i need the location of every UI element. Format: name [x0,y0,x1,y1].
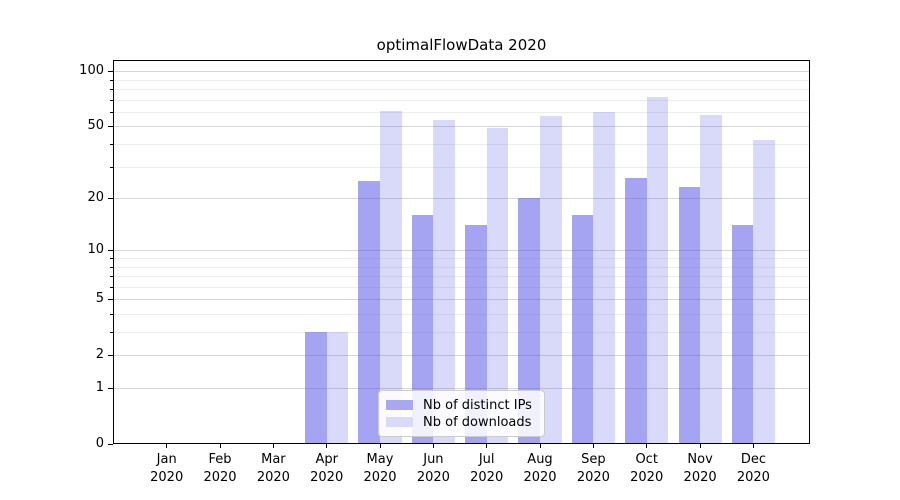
bar-distinct-ips [411,215,434,444]
gridline-minor-7 [113,276,810,277]
y-tick-mark-minor [110,266,113,268]
bar-downloads [593,111,615,444]
gridline-major-2 [113,355,810,357]
x-tick-mark [699,444,701,448]
y-tick-mark [108,250,113,252]
legend-label-distinct-ips: Nb of distinct IPs [423,397,532,413]
y-tick-label: 10 [87,242,104,258]
bar-distinct-ips [465,225,487,444]
gridline-minor-4 [113,314,810,315]
x-tick-mark [166,444,168,448]
y-tick-mark [108,444,113,445]
gridline-minor-30 [113,166,810,168]
y-tick-label: 0 [95,436,104,451]
gridline-major-10 [113,250,810,252]
gridline-minor-6 [113,286,810,288]
x-tick-mark [379,444,381,448]
legend-swatch-downloads [386,417,413,427]
x-tick-label: Oct 2020 [630,452,664,485]
gridline-minor-3 [113,332,810,333]
x-tick-label: Sep 2020 [576,452,610,485]
y-tick-mark [108,71,113,73]
gridline-major-50 [113,126,810,128]
y-tick-mark-minor [110,111,113,113]
y-tick-mark-minor [110,99,113,101]
bar-distinct-ips [571,215,594,444]
gridline-minor-70 [113,99,810,101]
bar-distinct-ips [731,225,754,444]
y-tick-mark-minor [110,314,113,315]
bar-downloads [486,128,509,444]
y-tick-mark [108,198,113,200]
x-tick-mark [432,444,434,448]
bar-downloads [433,120,455,444]
gridline-minor-90 [113,79,810,81]
gridline-minor-80 [113,89,810,90]
bar-distinct-ips [305,332,327,444]
bar-downloads [753,140,775,444]
bar-downloads [380,110,402,444]
x-tick-mark [752,444,754,448]
y-tick-mark-minor [110,286,113,288]
legend-row-distinct-ips: Nb of distinct IPs [386,397,540,413]
y-tick-mark-minor [110,332,113,333]
gridline-minor-9 [113,258,810,259]
y-tick-mark [108,299,113,301]
y-tick-label: 2 [95,347,104,363]
y-tick-mark [108,355,113,357]
x-tick-label: Aug 2020 [523,452,557,485]
gridline-minor-8 [113,266,810,268]
plot-area [113,60,810,444]
x-tick-label: Feb 2020 [203,452,237,485]
legend-row-downloads: Nb of downloads [386,414,540,430]
x-tick-mark [539,444,541,448]
y-tick-label: 20 [87,190,104,206]
x-tick-label: Jun 2020 [416,452,450,485]
y-tick-mark-minor [110,144,113,145]
x-tick-mark [646,444,648,448]
x-tick-label: Jan 2020 [150,452,184,485]
bar-downloads [326,332,349,444]
y-tick-mark-minor [110,79,113,81]
bar-distinct-ips [518,198,540,444]
gridline-major-20 [113,198,810,200]
gridline-major-1 [113,388,810,389]
bar-distinct-ips [678,187,701,444]
bar-downloads [700,114,722,444]
x-tick-label: Mar 2020 [256,452,290,485]
x-tick-mark [486,444,488,448]
y-tick-label: 50 [87,118,104,134]
x-tick-mark [272,444,274,448]
legend-swatch-distinct-ips [386,400,413,410]
gridline-minor-60 [113,111,810,113]
x-tick-mark [219,444,221,448]
legend-label-downloads: Nb of downloads [423,414,532,430]
x-tick-mark [592,444,594,448]
gridline-major-5 [113,299,810,301]
bar-distinct-ips [625,177,647,444]
gridline-major-100 [113,71,810,73]
x-tick-mark [326,444,328,448]
y-tick-mark [108,388,113,389]
bar-downloads [646,97,669,444]
x-tick-label: Apr 2020 [310,452,344,485]
y-tick-mark-minor [110,89,113,90]
y-tick-mark-minor [110,276,113,277]
y-tick-mark [108,126,113,128]
y-tick-label: 100 [79,63,104,79]
x-tick-label: Nov 2020 [683,452,717,485]
y-tick-mark-minor [110,166,113,168]
legend: Nb of distinct IPs Nb of downloads [378,390,545,437]
x-tick-label: Dec 2020 [736,452,770,485]
gridline-minor-40 [113,144,810,145]
y-tick-mark-minor [110,258,113,259]
bar-distinct-ips [358,180,380,444]
chart-title: optimalFlowData 2020 [376,36,547,54]
bar-downloads [540,116,562,444]
y-tick-label: 5 [95,291,104,307]
y-tick-label: 1 [95,380,104,395]
x-tick-label: May 2020 [363,452,397,485]
x-tick-label: Jul 2020 [470,452,504,485]
